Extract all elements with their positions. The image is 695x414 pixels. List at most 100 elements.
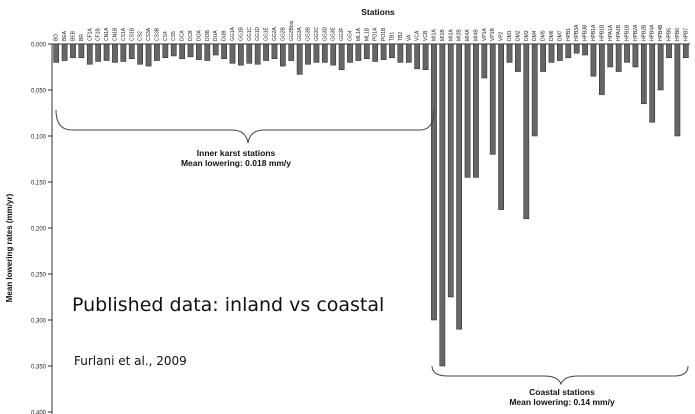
bar-cn1a xyxy=(103,43,110,61)
coastal-label: Coastal stations xyxy=(529,387,595,397)
bar-gg3c xyxy=(313,43,320,63)
category-label: HPA1B xyxy=(616,24,622,41)
category-label: HPB7 xyxy=(683,28,689,41)
y-tick-label: 0,100 xyxy=(31,135,47,141)
category-label: GG1B xyxy=(238,26,244,41)
bar-dca xyxy=(179,43,185,59)
bar-po1a xyxy=(372,43,379,62)
bar-mi2b xyxy=(456,43,462,330)
bar-gg3f xyxy=(338,43,345,71)
bar-cf1b xyxy=(95,43,102,62)
category-label: HPB2B xyxy=(641,24,647,41)
bar-mi1a xyxy=(431,43,437,321)
y-tick-label: 0,400 xyxy=(31,411,47,414)
category-label: HPB4A xyxy=(650,24,656,41)
category-label: DCA xyxy=(180,30,186,41)
category-label: CF1B xyxy=(96,28,102,41)
category-label: CN1B xyxy=(112,27,118,41)
category-label: HPB1 xyxy=(566,28,572,41)
bar-dm3 xyxy=(523,43,530,220)
bar-ml1a xyxy=(355,43,362,61)
category-label: MI1A xyxy=(431,29,437,41)
bar-gg1b xyxy=(238,43,244,66)
bar-ml1b xyxy=(363,43,370,59)
bar-tb1 xyxy=(389,43,395,59)
category-label: DM6 xyxy=(549,30,555,41)
y-tick-label: 0,000 xyxy=(31,43,47,49)
category-label: GG2B xyxy=(280,26,286,41)
category-label: DUB xyxy=(222,30,228,41)
y-tick-label: 0,200 xyxy=(31,227,47,233)
category-label: CS2 xyxy=(138,31,144,41)
category-label: HPB3A xyxy=(574,24,580,41)
bar-mi2a xyxy=(447,43,454,298)
category-label: HPB6 xyxy=(675,28,681,41)
category-label: PO1B xyxy=(381,27,387,41)
bar-doa xyxy=(196,43,202,60)
bar-hpb7 xyxy=(682,43,689,59)
bar-mi4a xyxy=(464,43,471,178)
bar-cs4 xyxy=(162,43,169,59)
bar-hpb1b xyxy=(624,43,630,63)
category-label: BEB xyxy=(70,30,76,41)
bar-hpb6 xyxy=(674,43,681,137)
category-label: DCB xyxy=(188,30,194,41)
bar-cs3b xyxy=(154,43,160,61)
slide-caption: Published data: inland vs coastal xyxy=(72,294,385,316)
category-label: VCB xyxy=(423,30,429,41)
category-label: DOB xyxy=(205,30,211,42)
bar-va xyxy=(405,43,412,63)
y-tick-label: 0,050 xyxy=(31,89,47,95)
coastal-mean: Mean lowering: 0.14 mm/y xyxy=(509,397,615,407)
bar-dm2 xyxy=(515,43,521,72)
bar-hpb1a xyxy=(590,43,597,77)
bar-hpb3b xyxy=(582,43,588,56)
category-label: HPB5 xyxy=(667,28,673,41)
category-label: HPB1B xyxy=(599,24,605,41)
category-label: VA xyxy=(406,34,412,41)
category-label: BO xyxy=(54,34,60,41)
category-label: ML1A xyxy=(356,27,362,41)
y-axis-label: Mean lowering rates (mm/yr) xyxy=(5,193,14,302)
category-label: VP2 xyxy=(499,31,505,41)
category-label: MI1B xyxy=(440,29,446,41)
bar-hpb5 xyxy=(666,43,672,59)
inner-karst-bracket xyxy=(55,109,435,144)
category-label: CS1B xyxy=(129,27,135,41)
bar-cn1b xyxy=(112,43,118,63)
bar-gg1d xyxy=(254,43,261,65)
category-label: CS1A xyxy=(121,27,127,41)
category-label: MI2A xyxy=(448,29,454,41)
category-label: BEA xyxy=(62,30,68,41)
category-label: CS4 xyxy=(163,31,169,41)
bar-gg2b xyxy=(280,43,286,67)
citation-text: Furlani et al., 2009 xyxy=(74,354,187,368)
category-label: CN1A xyxy=(104,27,110,41)
category-label: HPB4B xyxy=(658,24,664,41)
category-label: MI4A xyxy=(465,29,471,41)
bar-gg2bbis xyxy=(288,43,295,61)
category-label: GG2Bbis xyxy=(289,20,295,41)
bar-cs2 xyxy=(137,43,143,65)
bar-bea xyxy=(61,43,68,61)
category-label: GG3A xyxy=(297,26,303,41)
bar-beb xyxy=(70,43,76,59)
bar-cs1a xyxy=(120,43,127,62)
bar-po1b xyxy=(380,43,387,60)
bar-vp2 xyxy=(498,43,504,210)
bar-hpb4b xyxy=(657,43,664,91)
category-label: DM2 xyxy=(515,30,521,41)
bar-hpb1b xyxy=(599,43,605,95)
category-label: GG3D xyxy=(322,26,328,41)
category-label: CS3A xyxy=(146,27,152,41)
category-label: GG3F xyxy=(339,27,345,41)
bar-gg3a xyxy=(296,43,303,75)
bar-hpa1b xyxy=(615,43,622,72)
bar-dub xyxy=(221,43,227,59)
bar-hpb1 xyxy=(565,43,572,59)
bar-cs5 xyxy=(170,43,177,57)
bar-cs1b xyxy=(128,43,135,59)
category-label: HPA1A xyxy=(608,24,614,41)
category-label: DUA xyxy=(213,30,219,41)
